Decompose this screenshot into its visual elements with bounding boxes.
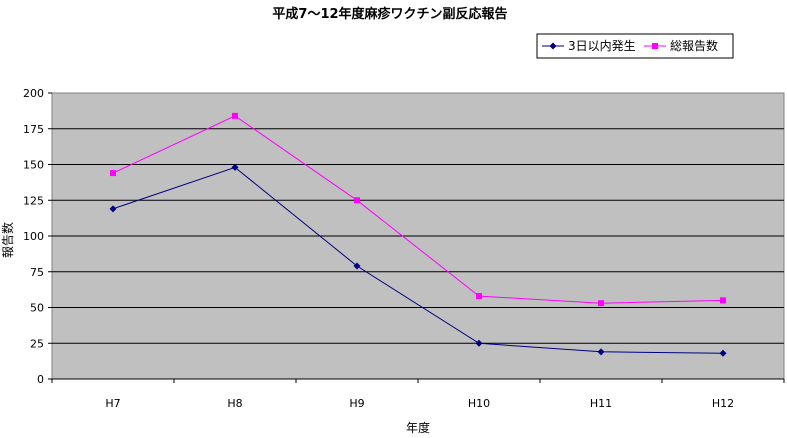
gridlines: [52, 128, 784, 344]
series-2-point-5: [720, 297, 726, 304]
x-axis-label: 年度: [406, 420, 430, 435]
legend-marker-series-2: [652, 43, 658, 49]
series-2-point-4: [598, 300, 604, 307]
series-1-point-2: [353, 262, 361, 270]
series-line-1: [112, 166, 724, 354]
y-tick-label-4: 100: [23, 230, 44, 243]
series-1-point-3: [475, 339, 483, 347]
y-tick-label-2: 50: [30, 302, 44, 315]
y-tick-label-8: 200: [23, 87, 44, 100]
series-1-point-0: [109, 205, 117, 213]
x-tick-label-4: H11: [590, 397, 612, 410]
y-tick-label-7: 175: [23, 123, 44, 136]
y-tick-label-3: 75: [30, 266, 44, 279]
y-axis-ticks: 0 25 50 75 100 125 150 175 200: [23, 87, 52, 386]
y-tick-label-5: 125: [23, 194, 44, 207]
y-tick-label-6: 150: [23, 159, 44, 172]
x-tick-label-5: H12: [712, 397, 734, 410]
series-1-point-1: [231, 163, 239, 171]
y-axis-label: 報告数: [0, 222, 15, 258]
legend-label-series-2: 総報告数: [670, 38, 718, 53]
series-2-point-3: [476, 293, 482, 300]
x-tick-label-2: H9: [349, 397, 364, 410]
legend-label-series-1: 3日以内発生: [568, 39, 636, 53]
y-tick-label-1: 25: [30, 337, 44, 350]
x-tick-label-0: H7: [105, 397, 120, 410]
chart-title: 平成7～12年度麻疹ワクチン副反応報告: [272, 6, 507, 22]
y-tick-label-0: 0: [37, 373, 44, 386]
series-2-point-2: [354, 197, 360, 204]
series-group: [109, 112, 727, 357]
legend: 3日以内発生 総報告数: [536, 33, 734, 59]
x-tick-label-3: H10: [468, 397, 490, 410]
series-1-point-5: [719, 349, 727, 357]
x-axis-ticks: H7 H8 H9 H10 H11 H12: [51, 378, 785, 410]
series-2-point-0: [110, 170, 116, 177]
x-tick-label-1: H8: [227, 397, 242, 410]
series-2-point-1: [232, 112, 238, 119]
series-1-point-4: [597, 348, 605, 356]
series-line-2: [112, 115, 724, 304]
legend-box: [536, 33, 734, 59]
legend-marker-series-1: [549, 42, 557, 50]
